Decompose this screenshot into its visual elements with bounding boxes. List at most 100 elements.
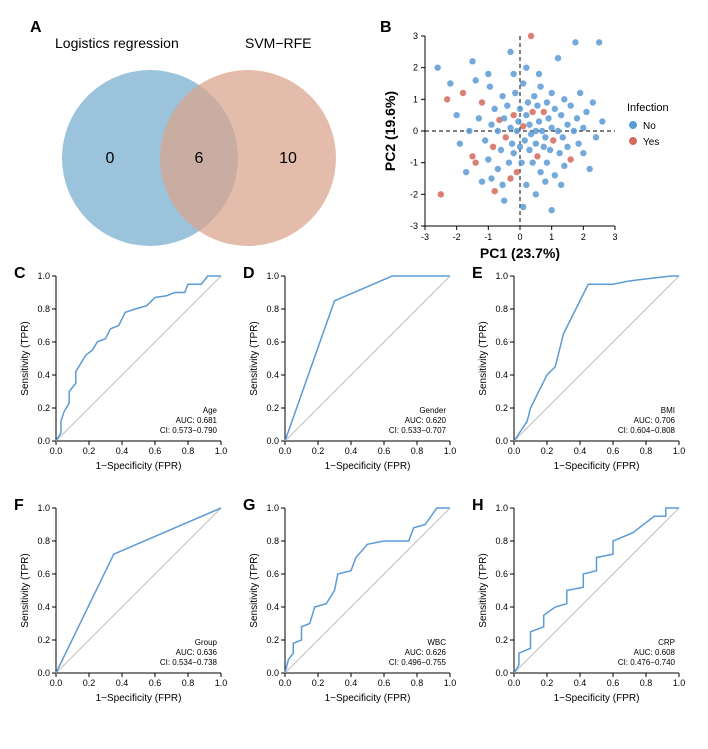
- scatter-point: [552, 106, 558, 112]
- scatter-point: [487, 83, 493, 89]
- svg-text:0.8: 0.8: [266, 536, 279, 546]
- svg-text:1.0: 1.0: [37, 503, 50, 513]
- scatter-point: [550, 137, 556, 143]
- svg-text:0.0: 0.0: [50, 678, 63, 688]
- scatter-point: [504, 102, 510, 108]
- scatter-point: [539, 128, 545, 134]
- svg-text:0.2: 0.2: [495, 403, 508, 413]
- scatter-point: [510, 150, 516, 156]
- scatter-point: [488, 121, 494, 127]
- roc-ylabel: Sensitivity (TPR): [478, 553, 489, 627]
- svg-text:0.0: 0.0: [266, 668, 279, 678]
- svg-text:0.4: 0.4: [37, 602, 50, 612]
- svg-text:-2: -2: [410, 189, 418, 199]
- scatter-point: [572, 39, 578, 45]
- scatter-point: [512, 90, 518, 96]
- roc-ylabel: Sensitivity (TPR): [249, 321, 260, 395]
- scatter-point: [476, 115, 482, 121]
- scatter-point: [509, 140, 515, 146]
- scatter-point: [583, 109, 589, 115]
- svg-text:0.4: 0.4: [266, 370, 279, 380]
- scatter-point: [560, 134, 566, 140]
- scatter-point: [575, 140, 581, 146]
- scatter-point: [518, 159, 524, 165]
- scatter-point: [561, 163, 567, 169]
- roc-auc: AUC: 0.636: [176, 648, 218, 657]
- scatter-point: [574, 115, 580, 121]
- scatter-point: [564, 121, 570, 127]
- scatter-point: [542, 134, 548, 140]
- svg-text:0.6: 0.6: [149, 678, 162, 688]
- scatter-point: [526, 147, 532, 153]
- scatter-point: [507, 175, 513, 181]
- svg-text:0.0: 0.0: [279, 678, 292, 688]
- svg-text:0.4: 0.4: [574, 446, 587, 456]
- scatter-point: [534, 102, 540, 108]
- roc-auc: AUC: 0.706: [634, 416, 676, 425]
- roc-xlabel: 1−Specificity (FPR): [96, 461, 182, 472]
- scatter-point: [447, 80, 453, 86]
- scatter-point: [529, 159, 535, 165]
- scatter-point: [438, 191, 444, 197]
- roc-ylabel: Sensitivity (TPR): [249, 553, 260, 627]
- roc-ci: CI: 0.573−0.790: [160, 426, 218, 435]
- roc-auc: AUC: 0.626: [405, 648, 447, 657]
- scatter-ylabel: PC2 (19.6%): [382, 91, 398, 171]
- scatter-point: [537, 169, 543, 175]
- svg-text:0.6: 0.6: [378, 446, 391, 456]
- svg-text:0.0: 0.0: [266, 436, 279, 446]
- svg-text:0.6: 0.6: [607, 678, 620, 688]
- scatter-point: [561, 96, 567, 102]
- svg-text:0.8: 0.8: [640, 446, 653, 456]
- svg-text:2: 2: [413, 63, 418, 73]
- scatter-point: [503, 134, 509, 140]
- scatter-point: [596, 39, 602, 45]
- roc-ci: CI: 0.496−0.755: [389, 658, 447, 667]
- scatter-point: [485, 71, 491, 77]
- scatter-point: [558, 112, 564, 118]
- svg-text:0.0: 0.0: [279, 446, 292, 456]
- svg-text:0.2: 0.2: [312, 678, 325, 688]
- panel-label-a: A: [30, 19, 42, 36]
- scatter-point: [495, 128, 501, 134]
- scatter-point: [544, 99, 550, 105]
- venn-title-right: SVM−RFE: [245, 35, 312, 51]
- scatter-point: [523, 112, 529, 118]
- scatter-point: [488, 175, 494, 181]
- scatter-point: [541, 144, 547, 150]
- scatter-point: [507, 125, 513, 131]
- roc-ylabel: Sensitivity (TPR): [20, 553, 31, 627]
- svg-text:0.8: 0.8: [266, 304, 279, 314]
- roc-ci: CI: 0.604−0.808: [618, 426, 676, 435]
- scatter-point: [522, 137, 528, 143]
- svg-text:0.6: 0.6: [495, 337, 508, 347]
- panel-label-G: G: [243, 497, 255, 514]
- scatter-point: [536, 71, 542, 77]
- svg-text:0.0: 0.0: [495, 668, 508, 678]
- svg-text:0.2: 0.2: [37, 403, 50, 413]
- svg-text:0.8: 0.8: [495, 304, 508, 314]
- scatter-point: [542, 178, 548, 184]
- scatter-point: [586, 166, 592, 172]
- scatter-point: [472, 159, 478, 165]
- scatter-point: [463, 169, 469, 175]
- scatter-point: [599, 118, 605, 124]
- panel-label-H: H: [472, 497, 484, 514]
- roc-name: Gender: [419, 406, 446, 415]
- roc-auc: AUC: 0.608: [634, 648, 676, 657]
- svg-text:0.6: 0.6: [266, 569, 279, 579]
- svg-text:0.6: 0.6: [37, 337, 50, 347]
- svg-text:0: 0: [517, 232, 522, 242]
- scatter-point: [517, 144, 523, 150]
- legend-title: Infection: [627, 102, 669, 114]
- scatter-point: [491, 106, 497, 112]
- scatter-point: [571, 128, 577, 134]
- svg-text:-3: -3: [410, 221, 418, 231]
- scatter-point: [510, 71, 516, 77]
- roc-xlabel: 1−Specificity (FPR): [96, 693, 182, 704]
- scatter-point: [460, 90, 466, 96]
- scatter-point: [547, 147, 553, 153]
- svg-text:0.6: 0.6: [266, 337, 279, 347]
- svg-text:0.4: 0.4: [116, 678, 129, 688]
- scatter-point: [469, 153, 475, 159]
